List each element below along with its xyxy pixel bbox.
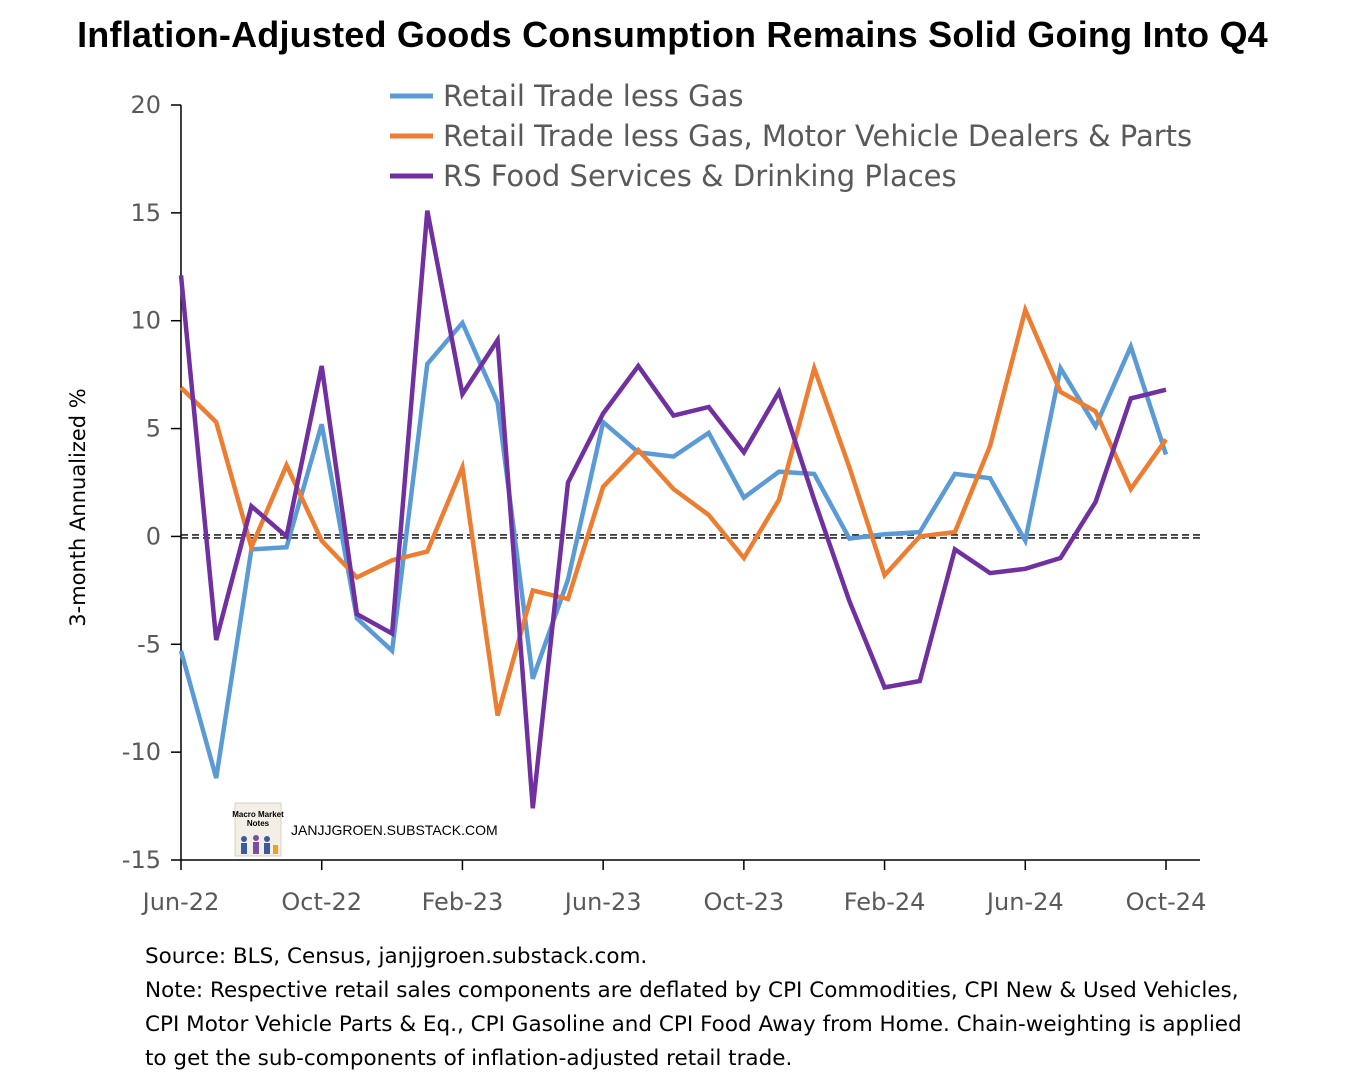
legend: Retail Trade less Gas Retail Trade less G… <box>390 79 1192 193</box>
legend-label: Retail Trade less Gas <box>443 79 743 113</box>
y-tick-label: 15 <box>130 199 161 227</box>
series-line-retail-trade-less-gas-motor-vehicle-dealers-parts <box>179 302 1168 717</box>
logo-bar <box>273 845 278 854</box>
logo-figure-body <box>264 843 270 854</box>
x-tick-label: Jun-24 <box>985 888 1064 916</box>
notes-block: Source: BLS, Census, janjjgroen.substack… <box>145 940 1325 1076</box>
y-axis: 20 15 10 5 0 -5 -10 -15 3-month Annualized % <box>66 91 182 874</box>
watermark-logo-line1: Macro Market <box>232 810 284 819</box>
y-tick-label: 5 <box>146 415 161 443</box>
logo-figure <box>264 836 270 842</box>
note-line-2: CPI Motor Vehicle Parts & Eq., CPI Gasol… <box>145 1012 1242 1037</box>
y-tick-label: -15 <box>122 846 161 874</box>
x-tick-label: Oct-23 <box>704 888 785 916</box>
zero-line <box>181 534 1200 539</box>
note-line-3: to get the sub-components of inflation-a… <box>145 1046 793 1071</box>
logo-figure-body <box>241 843 247 854</box>
logo-figure <box>241 836 247 842</box>
y-tick-label: 0 <box>146 522 161 550</box>
legend-label: RS Food Services & Drinking Places <box>443 159 957 193</box>
y-tick-label: -5 <box>137 630 161 658</box>
watermark-site: JANJJGROEN.SUBSTACK.COM <box>291 822 498 838</box>
y-axis-title: 3-month Annualized % <box>66 388 90 627</box>
x-tick-label: Feb-23 <box>422 888 504 916</box>
series-group <box>178 210 1169 809</box>
series-line-retail-trade-less-gas <box>178 318 1169 779</box>
x-tick-label: Jun-23 <box>563 888 642 916</box>
note-line-1: Note: Respective retail sales components… <box>145 978 1239 1003</box>
x-tick-label: Oct-24 <box>1126 888 1207 916</box>
logo-figure <box>253 835 259 841</box>
x-axis: Jun-22 Oct-22 Feb-23 Jun-23 Oct-23 Feb-24 Jun-… <box>141 859 1207 916</box>
watermark: Macro Market Notes JANJJGROEN.SUBSTACK.C… <box>232 802 498 857</box>
y-tick-label: -10 <box>122 738 161 766</box>
chart-title: Inflation-Adjusted Goods Consumption Rem… <box>77 14 1268 55</box>
series-line-rs-food-services-drinking-places <box>178 210 1167 809</box>
y-tick-label: 10 <box>130 307 161 335</box>
x-tick-label: Jun-22 <box>141 888 220 916</box>
note-source: Source: BLS, Census, janjjgroen.substack… <box>145 944 648 969</box>
x-tick-label: Feb-24 <box>844 888 926 916</box>
chart-svg: Retail Trade less Gas Retail Trade less G… <box>66 79 1207 916</box>
y-tick-label: 20 <box>130 91 161 119</box>
x-tick-label: Oct-22 <box>281 888 362 916</box>
watermark-logo-line2: Notes <box>247 819 270 828</box>
logo-figure-body <box>253 842 259 854</box>
legend-label: Retail Trade less Gas, Motor Vehicle Dea… <box>443 119 1192 153</box>
